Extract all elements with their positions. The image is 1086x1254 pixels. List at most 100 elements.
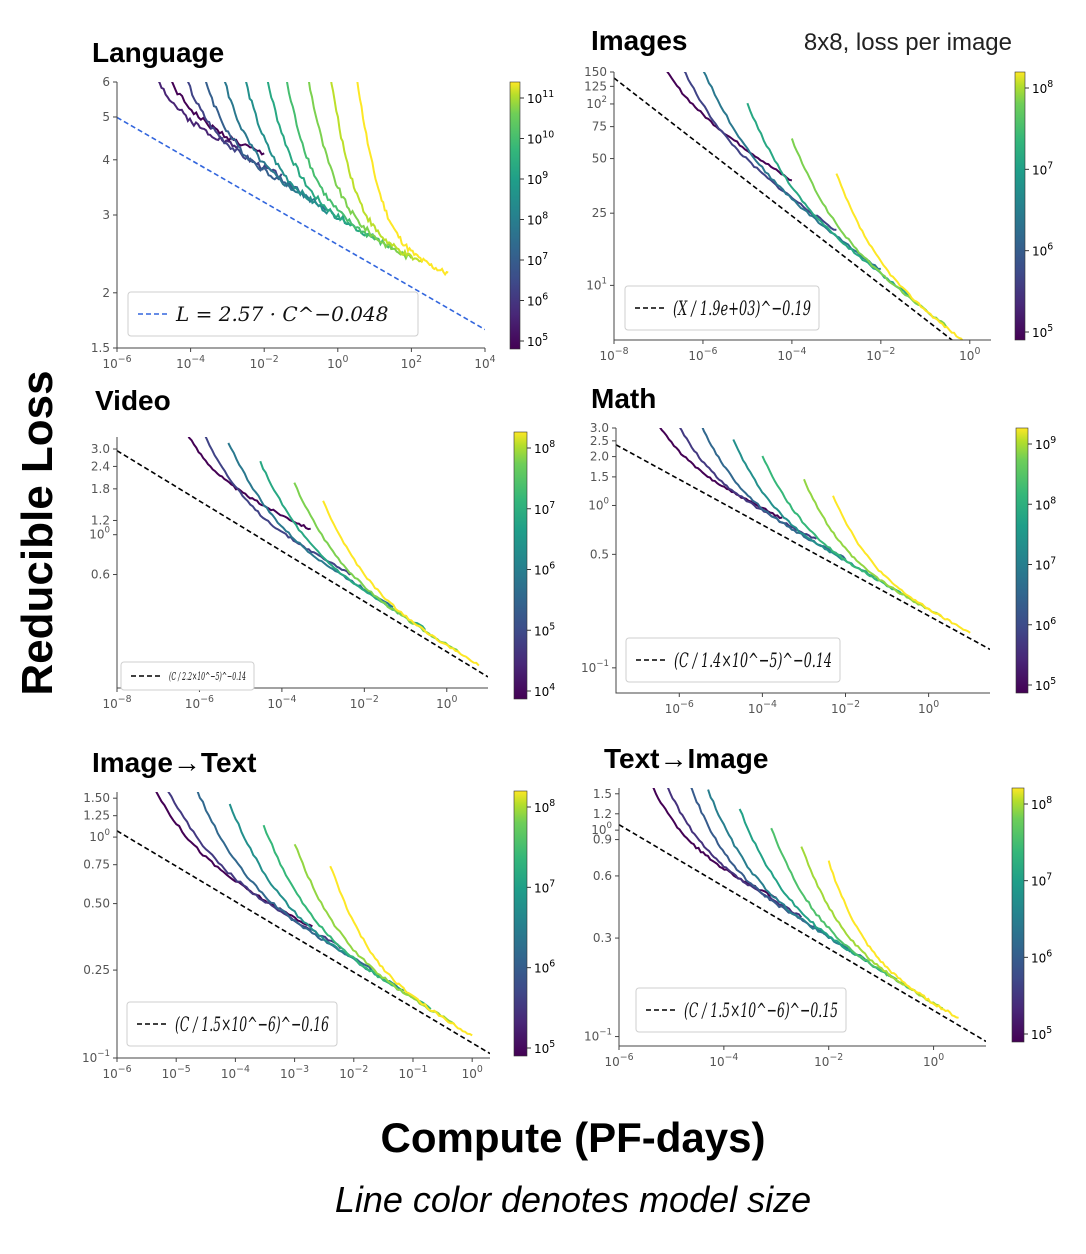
y-tick-label: 1.25 <box>83 809 110 823</box>
x-tick-label: 10−5 <box>162 1064 191 1081</box>
y-tick-label: 1.8 <box>91 482 110 496</box>
y-tick-label: 102 <box>586 95 607 111</box>
x-tick-label: 10−4 <box>176 354 205 371</box>
colorbar-tick-label: 106 <box>1035 616 1056 633</box>
x-tick-label: 10−6 <box>688 346 717 363</box>
fit-line <box>616 444 990 651</box>
series-line <box>322 500 480 667</box>
y-tick-label: 100 <box>89 828 110 844</box>
y-tick-label: 10−1 <box>584 1028 612 1044</box>
y-tick-label: 10−1 <box>581 659 609 675</box>
y-tick-label: 5 <box>102 110 110 124</box>
legend <box>120 661 255 691</box>
panel-images: Images 8x8, loss per image 10−8 10−6 10−4 10−… <box>584 25 1053 363</box>
y-tick-label: 2.0 <box>590 450 609 464</box>
y-tick-label: 100 <box>588 496 609 512</box>
series-line <box>761 455 913 601</box>
y-tick-label: 2 <box>102 286 110 300</box>
series-line <box>204 437 353 576</box>
y-tick-label: 10−1 <box>82 1049 110 1065</box>
x-tick-label: 100 <box>918 699 939 716</box>
y-tick-label: 2.4 <box>91 459 110 473</box>
y-tick-label: 0.25 <box>83 963 110 977</box>
series-line <box>827 860 959 1019</box>
series-line <box>227 442 394 609</box>
colorbar-tick-label: 108 <box>1035 495 1056 512</box>
x-tick-label: 10−6 <box>102 1064 131 1081</box>
y-tick-label: 0.75 <box>83 858 110 872</box>
colorbar-tick-label: 106 <box>527 292 548 309</box>
x-tick-label: 10−4 <box>748 699 777 716</box>
series-line <box>259 460 426 631</box>
series-line <box>667 788 803 919</box>
axes-spine <box>116 437 488 689</box>
legend <box>624 285 820 331</box>
panel-title: Images <box>591 25 688 56</box>
colorbar-tick-label: 109 <box>1035 435 1056 452</box>
y-tick-label: 125 <box>584 79 607 93</box>
y-tick-label: 3.0 <box>590 421 609 435</box>
colorbar-tick-label: 107 <box>1031 872 1052 889</box>
y-tick-label: 0.5 <box>590 547 609 561</box>
x-tick-label: 10−2 <box>831 699 860 716</box>
axes-spine <box>615 428 990 694</box>
y-tick-label: 2.5 <box>590 434 609 448</box>
colorbar-tick-label: 107 <box>1032 160 1053 177</box>
series-line <box>196 792 373 971</box>
colorbar-tick-label: 108 <box>534 798 555 815</box>
series-line <box>266 82 376 240</box>
series-line <box>746 102 913 300</box>
colorbar-tick-label: 106 <box>534 561 555 578</box>
series-line <box>666 72 793 182</box>
x-tick-label: 10−8 <box>599 346 628 363</box>
x-tick-label: 10−4 <box>709 1052 738 1069</box>
colorbar-tick-label: 105 <box>1035 676 1056 693</box>
colorbar-tick-label: 105 <box>1032 323 1053 340</box>
colorbar-tick-label: 107 <box>527 251 548 268</box>
series-line <box>187 437 311 531</box>
panel-title: Image→Text <box>92 747 256 778</box>
x-tick-label: 100 <box>462 1064 483 1081</box>
colorbar-tick-label: 106 <box>1032 242 1053 259</box>
series-line <box>770 827 923 997</box>
series-line <box>186 82 283 178</box>
legend-label: (C / 1.5×10^−6)^−0.15 <box>684 998 838 1022</box>
panel-title: Video <box>95 385 171 416</box>
colorbar-tick-label: 107 <box>534 878 555 895</box>
figure-caption: Line color denotes model size <box>335 1179 811 1220</box>
x-tick-label: 10−1 <box>398 1064 427 1081</box>
colorbar-tick-label: 105 <box>534 621 555 638</box>
fit-line <box>117 830 490 1055</box>
y-tick-label: 3.0 <box>91 442 110 456</box>
y-tick-label: 0.6 <box>91 568 110 582</box>
legend-label: (X / 1.9e+03)^−0.19 <box>673 296 811 320</box>
panel-title: Math <box>591 383 656 414</box>
x-tick-label: 10−3 <box>280 1064 309 1081</box>
x-tick-label: 10−6 <box>665 699 694 716</box>
x-tick-label: 10−2 <box>350 694 379 711</box>
colorbar-tick-label: 109 <box>527 170 548 187</box>
y-tick-label: 1.5 <box>91 341 110 355</box>
panel-subtitle: 8x8, loss per image <box>804 29 1012 56</box>
y-tick-label: 1.2 <box>91 513 110 527</box>
colorbar-tick-label: 108 <box>1031 795 1052 812</box>
series-line <box>223 82 328 212</box>
fit-line <box>117 449 488 678</box>
series-line <box>356 82 449 277</box>
colorbar-tick-label: 108 <box>527 211 548 228</box>
y-tick-label: 1.2 <box>593 807 612 821</box>
y-tick-label: 100 <box>591 821 612 837</box>
series-line <box>308 82 413 261</box>
x-tick-label: 10−2 <box>339 1064 368 1081</box>
y-tick-label: 3 <box>102 208 110 222</box>
y-tick-label: 101 <box>586 276 607 292</box>
series-line <box>171 82 265 156</box>
colorbar <box>513 790 528 1057</box>
fit-line <box>117 116 485 331</box>
colorbar-tick-label: 107 <box>534 500 555 517</box>
series-line <box>659 428 783 520</box>
y-tick-label: 0.50 <box>83 897 110 911</box>
y-tick-label: 1.5 <box>593 787 612 801</box>
x-tick-label: 100 <box>923 1052 944 1069</box>
